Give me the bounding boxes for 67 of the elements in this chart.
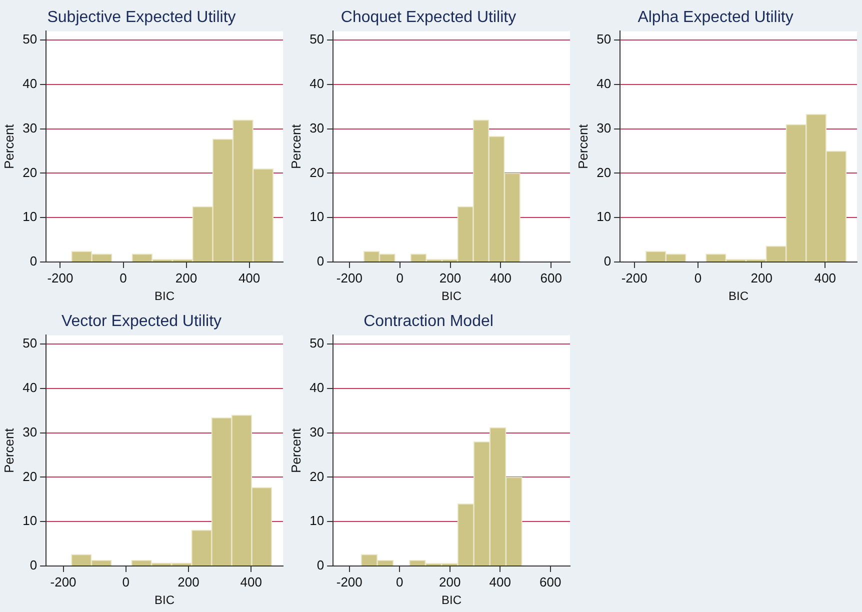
x-tick-label: -200 <box>336 270 362 286</box>
y-axis-title: Percent <box>288 124 304 170</box>
x-tick-label: 200 <box>439 574 461 590</box>
x-tick-label: 400 <box>489 574 511 590</box>
x-tick-label: -200 <box>47 270 74 286</box>
y-axis-title: Percent <box>288 428 304 474</box>
y-tick-label: 10 <box>596 209 612 224</box>
y-tick-label: 20 <box>22 468 38 484</box>
y-tick-label: 50 <box>22 32 38 47</box>
y-tick-label: 50 <box>596 32 612 47</box>
y-tick-label: 50 <box>310 336 324 351</box>
x-tick-label: 400 <box>814 270 836 286</box>
x-axis-title: BIC <box>442 289 462 304</box>
x-tick-label: -200 <box>621 270 648 286</box>
y-tick-label: 0 <box>316 558 324 573</box>
y-tick-label: 10 <box>310 209 324 224</box>
y-tick-label: 0 <box>30 558 38 573</box>
y-tick-label: 30 <box>22 120 38 136</box>
y-tick-label: 20 <box>596 164 612 180</box>
y-tick-label: 40 <box>310 380 324 396</box>
y-axis-title: Percent <box>1 124 16 170</box>
x-tick-label: 400 <box>238 270 260 286</box>
y-tick-label: 40 <box>22 380 38 396</box>
x-tick-label: 0 <box>120 270 127 286</box>
y-tick-label: 50 <box>310 32 324 47</box>
chart-title: Vector Expected Utility <box>61 313 222 330</box>
y-tick-label: 40 <box>596 76 612 92</box>
y-tick-label: 30 <box>310 120 324 136</box>
x-axis-title: BIC <box>728 289 749 304</box>
y-tick-label: 0 <box>30 254 38 269</box>
y-tick-label: 0 <box>604 254 612 269</box>
x-tick-label: 600 <box>540 270 562 286</box>
x-tick-label: 0 <box>122 574 130 590</box>
x-tick-label: -200 <box>50 574 76 590</box>
x-axis-title: BIC <box>154 289 175 304</box>
y-tick-label: 0 <box>316 254 324 269</box>
y-tick-label: 10 <box>22 513 38 528</box>
x-tick-label: 400 <box>490 270 512 286</box>
y-tick-label: 30 <box>22 424 38 440</box>
y-tick-label: 40 <box>22 76 38 92</box>
chart-title: Choquet Expected Utility <box>340 9 516 26</box>
x-tick-label: 0 <box>396 270 404 286</box>
y-tick-label: 30 <box>596 120 612 136</box>
y-tick-label: 20 <box>22 164 38 180</box>
y-tick-label: 10 <box>22 209 38 224</box>
y-tick-label: 30 <box>310 424 324 440</box>
y-axis-title: Percent <box>1 428 16 474</box>
x-tick-label: 200 <box>439 270 462 286</box>
x-tick-label: 0 <box>396 574 404 590</box>
x-tick-label: 0 <box>694 270 702 286</box>
x-tick-label: 200 <box>178 574 200 590</box>
x-tick-label: 200 <box>750 270 772 286</box>
y-axis-title: Percent <box>575 124 590 170</box>
y-tick-label: 50 <box>22 336 38 351</box>
x-axis-title: BIC <box>154 593 175 608</box>
chart-title: Contraction Model <box>364 313 494 330</box>
y-tick-label: 20 <box>310 164 324 180</box>
x-tick-label: -200 <box>336 574 362 590</box>
y-tick-label: 20 <box>310 468 324 484</box>
chart-title: Subjective Expected Utility <box>47 9 236 26</box>
x-axis-title: BIC <box>442 593 462 608</box>
x-tick-label: 200 <box>175 270 198 286</box>
x-tick-label: 400 <box>240 574 262 590</box>
y-tick-label: 10 <box>310 513 324 528</box>
x-tick-label: 600 <box>540 574 562 590</box>
y-tick-label: 40 <box>310 76 324 92</box>
chart-title: Alpha Expected Utility <box>638 9 794 26</box>
